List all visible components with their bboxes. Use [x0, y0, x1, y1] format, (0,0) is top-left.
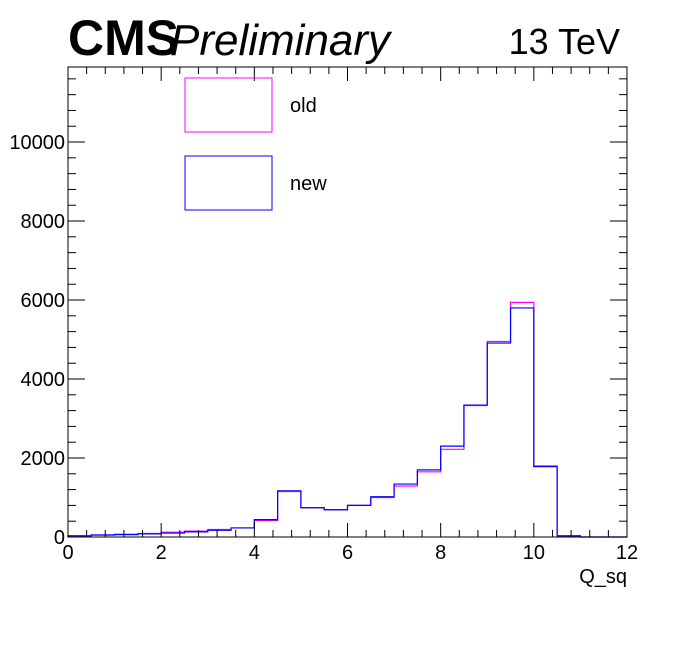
x-tick-label: 6 — [342, 542, 353, 564]
legend-label-old: old — [290, 95, 317, 117]
y-tick-label: 0 — [54, 527, 65, 549]
histogram-series-group — [67, 301, 627, 538]
plot-frame — [67, 66, 628, 538]
x-tick-label: 4 — [249, 542, 260, 564]
energy-label: 13 TeV — [509, 21, 620, 62]
y-tick-label: 8000 — [21, 211, 66, 233]
legend-swatch-old — [184, 77, 273, 133]
status-label: Preliminary — [170, 16, 393, 65]
legend-label-new: new — [290, 173, 327, 195]
histogram-series-new — [67, 307, 627, 538]
legend-swatch-new — [184, 155, 273, 211]
y-tick-label: 4000 — [21, 369, 66, 391]
x-tick-label: 8 — [435, 542, 446, 564]
x-axis-title: Q_sq — [579, 566, 627, 588]
x-tick-label: 12 — [616, 542, 638, 564]
y-axis: 0 2000 4000 6000 8000 10000 — [9, 78, 627, 549]
histogram-series-old — [67, 301, 627, 538]
x-tick-label: 10 — [523, 542, 545, 564]
y-tick-label: 10000 — [9, 132, 65, 154]
x-tick-label: 2 — [156, 542, 167, 564]
x-axis: 0 2 4 6 8 10 12 — [62, 67, 638, 564]
legend: old new — [184, 77, 327, 211]
y-tick-label: 2000 — [21, 448, 66, 470]
experiment-label: CMS — [68, 10, 179, 66]
x-tick-label: 0 — [62, 542, 73, 564]
y-tick-label: 6000 — [21, 290, 66, 312]
